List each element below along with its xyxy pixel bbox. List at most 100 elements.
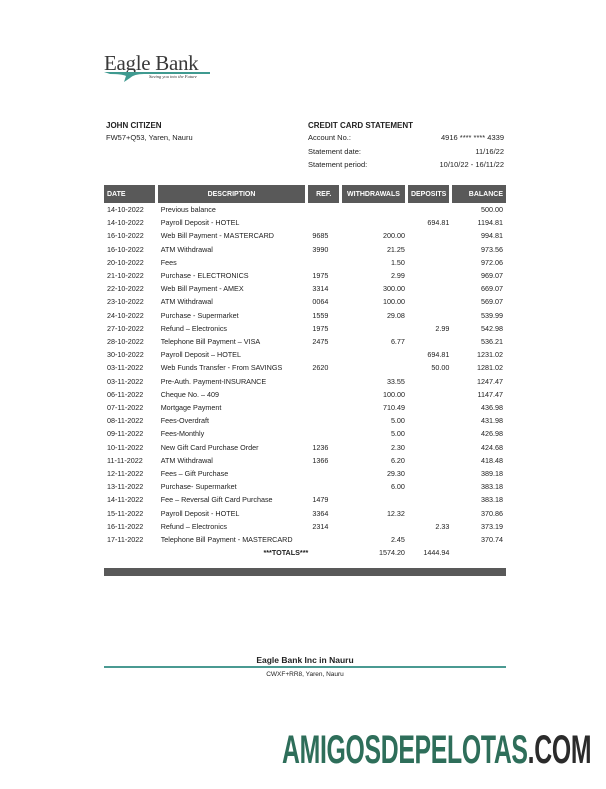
- cell-ref: [308, 203, 342, 216]
- cell-description: ATM Withdrawal: [160, 297, 213, 307]
- table-row: 22-10-2022 Web Bill Payment - AMEX 3314 300…: [104, 282, 506, 295]
- statement-period-label: Statement period:: [308, 160, 368, 169]
- table-row: 14-11-2022 Fee – Reversal Gift Card Purch…: [104, 493, 506, 506]
- cell-ref: [308, 388, 342, 401]
- watermark-suffix: .COM: [527, 728, 592, 772]
- cell-date: 30-10-2022: [107, 350, 144, 360]
- cell-withdrawal: 710.49: [382, 403, 405, 413]
- cell-balance: 1194.81: [477, 218, 503, 228]
- cell-ref: [308, 401, 342, 414]
- cell-description: Telephone Bill Payment – VISA: [160, 337, 261, 347]
- cell-description: Fees-Overdraft: [160, 416, 210, 426]
- footer-bank-name: Eagle Bank Inc in Nauru: [256, 655, 354, 665]
- cell-balance: 383.18: [481, 482, 503, 492]
- cell-deposit: 694.81: [427, 218, 450, 228]
- cell-deposit: [408, 229, 452, 242]
- cell-withdrawal: 5.00: [390, 429, 405, 439]
- cell-date: 16-10-2022: [107, 231, 144, 241]
- cell-withdrawal: 100.00: [382, 297, 405, 307]
- cell-ref: [308, 216, 342, 229]
- cell-description: Previous balance: [160, 205, 216, 214]
- cell-date: 27-10-2022: [107, 323, 144, 333]
- cell-withdrawal: 21.25: [386, 244, 405, 254]
- statement-title: CREDIT CARD STATEMENT: [308, 121, 414, 130]
- cell-deposit: [408, 335, 452, 348]
- cell-ref: 0064: [312, 297, 329, 307]
- cell-withdrawal: 29.30: [386, 469, 405, 479]
- cell-withdrawal: 200.00: [382, 231, 405, 241]
- cell-description: Refund – Electronics: [160, 323, 228, 333]
- cell-description: Pre-Auth. Payment-INSURANCE: [160, 376, 267, 386]
- cell-deposit: [408, 493, 452, 506]
- statement-period: 10/10/22 - 16/11/22: [439, 160, 505, 169]
- cell-ref: 1236: [312, 442, 329, 452]
- totals-label: ***TOTALS***: [263, 548, 309, 558]
- table-row: 14-10-2022 Previous balance 500.00: [104, 203, 506, 216]
- cell-description: New Gift Card Purchase Order: [160, 442, 259, 452]
- cell-balance: 389.18: [481, 469, 503, 479]
- cell-ref: 3314: [312, 284, 329, 294]
- cell-ref: 2620: [312, 363, 329, 373]
- cell-ref: [308, 375, 342, 388]
- cell-date: 15-11-2022: [107, 508, 144, 518]
- table-row: 09-11-2022 Fees-Monthly 5.00 426.98: [104, 427, 506, 440]
- cell-withdrawal: 300.00: [382, 284, 405, 294]
- total-deposits: 1444.94: [423, 548, 450, 558]
- cell-description: Purchase - Supermarket: [160, 310, 239, 320]
- header-date: DATE: [104, 185, 158, 203]
- table-row: 24-10-2022 Purchase - Supermarket 1559 29.0…: [104, 309, 506, 322]
- cell-withdrawal: 2.99: [390, 271, 405, 281]
- cell-description: ATM Withdrawal: [160, 244, 213, 254]
- table-row: 10-11-2022 New Gift Card Purchase Order 12…: [104, 441, 506, 454]
- table-row: 30-10-2022 Payroll Deposit – HOTEL 694.81 1…: [104, 348, 506, 361]
- table-row: 07-11-2022 Mortgage Payment 710.49 436.98: [104, 401, 506, 414]
- footer-divider: [104, 666, 506, 668]
- cell-ref: 2475: [312, 337, 329, 347]
- table-row: 21-10-2022 Purchase - ELECTRONICS 1975 2.99…: [104, 269, 506, 282]
- cell-ref: [308, 467, 342, 480]
- eagle-wing-icon: [104, 72, 210, 82]
- cell-ref: 1559: [312, 310, 329, 320]
- cell-ref: 1975: [312, 271, 329, 281]
- cell-balance: 1231.02: [477, 350, 503, 360]
- cell-ref: 3364: [312, 508, 329, 518]
- cell-withdrawal: 12.32: [386, 508, 405, 518]
- total-withdrawals: 1574.20: [378, 548, 405, 558]
- cell-description: Fees-Monthly: [160, 429, 205, 439]
- header-balance: BALANCE: [452, 185, 506, 203]
- cell-description: Mortgage Payment: [160, 403, 222, 413]
- cell-description: Payroll Deposit – HOTEL: [160, 350, 241, 360]
- cell-date: 28-10-2022: [107, 337, 144, 347]
- cell-ref: [308, 414, 342, 427]
- cell-description: Web Funds Transfer - From SAVINGS: [160, 363, 283, 373]
- table-row: 27-10-2022 Refund – Electronics 1975 2.99 54…: [104, 322, 506, 335]
- cell-description: Refund – Electronics: [160, 521, 228, 531]
- table-row: 06-11-2022 Cheque No. – 409 100.00 1147.47: [104, 388, 506, 401]
- logo-name: Eagle Bank: [104, 51, 199, 75]
- cell-date: 23-10-2022: [107, 297, 144, 307]
- cell-ref: [308, 533, 342, 546]
- cell-deposit: [408, 203, 452, 216]
- cell-balance: 1281.02: [477, 363, 503, 373]
- watermark-main: AMIGOSDEPELOTAS: [282, 728, 528, 772]
- table-row: 17-11-2022 Telephone Bill Payment - MASTE…: [104, 533, 506, 546]
- cell-balance: 370.74: [481, 535, 503, 545]
- statement-date-label: Statement date:: [308, 147, 361, 156]
- cell-ref: 3990: [312, 244, 329, 254]
- cell-description: Web Bill Payment - MASTERCARD: [160, 231, 274, 241]
- header-description: DESCRIPTION: [157, 185, 309, 203]
- header-deposits: DEPOSITS: [407, 185, 453, 203]
- cell-deposit: 2.99: [435, 323, 450, 333]
- cell-ref: [308, 427, 342, 440]
- table-header-row: DATE DESCRIPTION REF. WITHDRAWALS DEPOSI…: [104, 185, 506, 203]
- cell-balance: 1247.47: [477, 376, 503, 386]
- cell-deposit: 694.81: [427, 350, 450, 360]
- cell-deposit: [408, 401, 452, 414]
- account-label: Account No.:: [308, 133, 351, 142]
- cell-withdrawal: [342, 216, 408, 229]
- cell-deposit: [408, 388, 452, 401]
- cell-deposit: [408, 414, 452, 427]
- cell-date: 06-11-2022: [107, 389, 144, 399]
- customer-name: JOHN CITIZEN: [106, 121, 162, 130]
